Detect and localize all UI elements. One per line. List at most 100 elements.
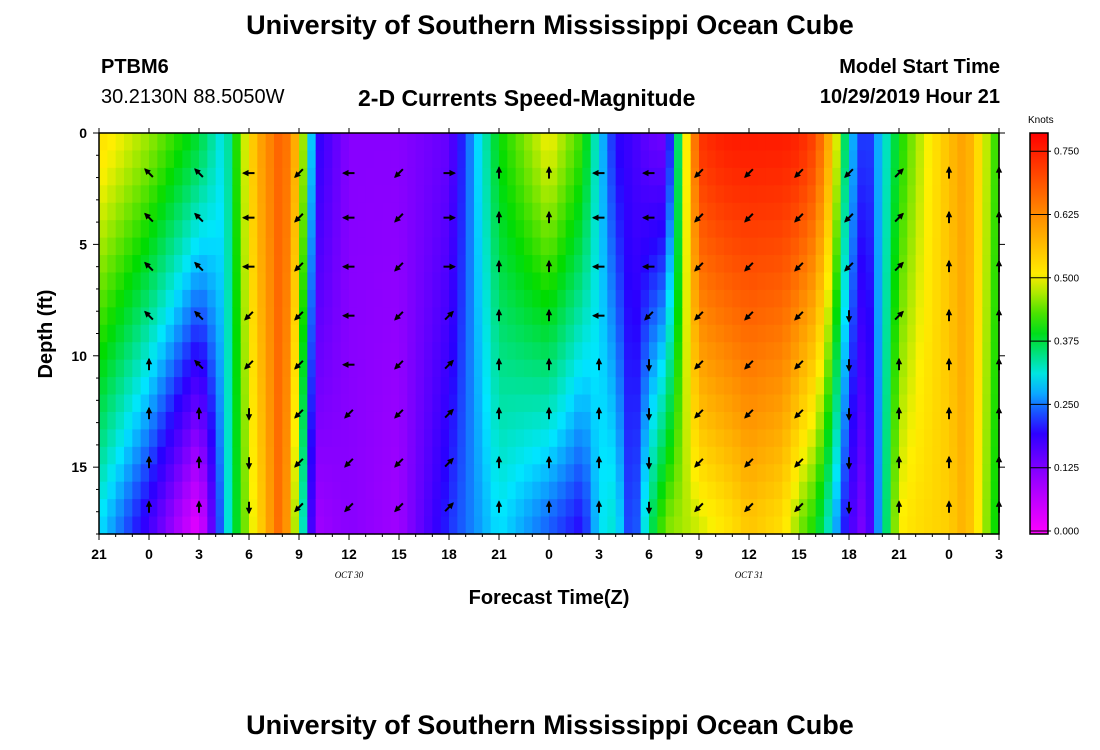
heatmap-cell <box>224 133 233 152</box>
vector-head <box>545 406 553 414</box>
heatmap-cell <box>807 359 817 378</box>
heatmap-cell <box>924 272 933 291</box>
heatmap-cell <box>224 377 233 396</box>
heatmap-cell <box>715 481 725 500</box>
heatmap-cell <box>865 150 875 169</box>
heatmap-cell <box>707 289 717 308</box>
vector-head <box>945 500 953 507</box>
heatmap-cell <box>215 289 225 308</box>
heatmap-cell <box>515 342 525 361</box>
heatmap-cell <box>940 394 950 413</box>
heatmap-cell <box>349 481 358 500</box>
heatmap-cell <box>515 481 525 500</box>
heatmap-cell <box>115 272 125 291</box>
heatmap-cell <box>399 324 408 343</box>
heatmap-cell <box>657 255 667 274</box>
heatmap-cell <box>657 516 667 535</box>
heatmap-cell <box>849 150 858 169</box>
heatmap-cell <box>915 289 925 308</box>
heatmap-cell <box>207 272 217 291</box>
heatmap-cell <box>915 481 925 500</box>
heatmap-cell <box>724 481 733 500</box>
current-vector <box>845 310 853 323</box>
heatmap-cell <box>199 167 208 186</box>
heatmap-cell <box>149 377 158 396</box>
heatmap-cell <box>165 342 175 361</box>
heatmap-cell <box>682 411 692 430</box>
heatmap-cell <box>682 324 692 343</box>
heatmap-cell <box>357 150 367 169</box>
heatmap-cell <box>599 464 608 483</box>
heatmap-cell <box>649 220 658 239</box>
heatmap-cell <box>265 377 275 396</box>
heatmap-cell <box>949 516 958 535</box>
heatmap-cell <box>565 255 575 274</box>
x-tick-label: 15 <box>791 546 807 562</box>
heatmap-cell <box>474 342 483 361</box>
heatmap-cell <box>365 481 375 500</box>
heatmap-cell <box>682 133 692 152</box>
heatmap-cell <box>482 307 492 326</box>
heatmap-cell <box>882 377 892 396</box>
heatmap-cell <box>615 499 625 518</box>
heatmap-cell <box>232 272 242 291</box>
heatmap-cell <box>232 167 242 186</box>
heatmap-cell <box>132 167 142 186</box>
heatmap-cell <box>507 481 517 500</box>
heatmap-cell <box>707 202 717 221</box>
heatmap-cell <box>774 220 783 239</box>
heatmap-cell <box>424 411 433 430</box>
heatmap-cell <box>665 255 675 274</box>
heatmap-cell <box>882 411 892 430</box>
heatmap-cell <box>740 481 750 500</box>
heatmap-cell <box>657 167 667 186</box>
vector-head <box>744 171 751 178</box>
heatmap-cell <box>974 133 983 152</box>
heatmap-cell <box>474 307 483 326</box>
heatmap-cell <box>607 237 617 256</box>
heatmap-cell <box>374 289 383 308</box>
heatmap-cell <box>240 289 250 308</box>
heatmap-cell <box>565 272 575 291</box>
heatmap-cell <box>807 220 817 239</box>
heatmap-cell <box>624 377 633 396</box>
heatmap-cell <box>290 429 300 448</box>
heatmap-cell <box>499 307 508 326</box>
heatmap-cell <box>590 464 600 483</box>
heatmap-cell <box>374 377 383 396</box>
heatmap-cell <box>682 289 692 308</box>
heatmap-cell <box>157 133 167 152</box>
current-vector <box>145 500 153 513</box>
heatmap-cell <box>932 516 942 535</box>
heatmap-cell <box>332 481 342 500</box>
heatmap-cell <box>715 429 725 448</box>
heatmap-cell <box>949 289 958 308</box>
heatmap-cell <box>582 167 592 186</box>
heatmap-cell <box>815 255 825 274</box>
heatmap-cell <box>899 499 908 518</box>
heatmap-cell <box>490 377 500 396</box>
heatmap-cell <box>957 307 967 326</box>
heatmap-cell <box>149 272 158 291</box>
heatmap-cell <box>157 516 167 535</box>
heatmap-cell <box>107 499 117 518</box>
heatmap-cell <box>424 220 433 239</box>
heatmap-cell <box>774 429 783 448</box>
vector-head <box>744 313 751 321</box>
heatmap-cell <box>457 307 467 326</box>
heatmap-cell <box>949 359 958 378</box>
vector-head <box>897 168 904 175</box>
heatmap-cell <box>815 377 825 396</box>
heatmap-cell <box>824 464 833 483</box>
heatmap-cell <box>965 237 975 256</box>
heatmap-cell <box>715 255 725 274</box>
heatmap-cell <box>307 185 317 204</box>
heatmap-cell <box>749 377 758 396</box>
heatmap-cell <box>490 289 500 308</box>
current-vector <box>342 361 355 368</box>
heatmap-cell <box>674 237 683 256</box>
heatmap-cell <box>349 272 358 291</box>
heatmap-cell <box>915 150 925 169</box>
vector-head <box>195 455 203 463</box>
heatmap-cell <box>707 394 717 413</box>
